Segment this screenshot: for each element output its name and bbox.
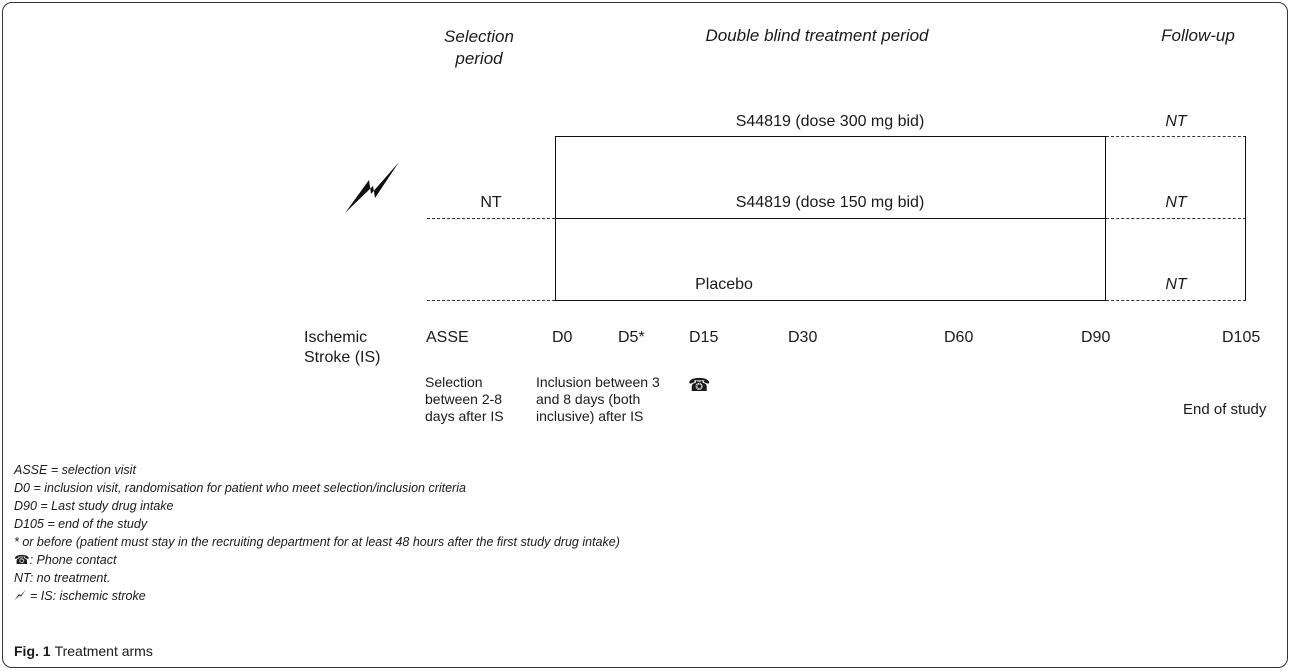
caption-label: Fig. 1 — [14, 643, 51, 659]
followup-dashed-line-bottom — [1106, 300, 1246, 301]
timeline-label-d105: D105 — [1222, 329, 1261, 346]
header-followup-period: Follow-up — [1161, 26, 1235, 45]
lightning-bolt-icon — [345, 162, 399, 213]
arm-divider-line — [555, 218, 1106, 219]
timeline-label-d5: D5* — [618, 329, 645, 346]
followup-dashed-line-mid — [1106, 218, 1246, 219]
nt-followup-150mg: NT — [1165, 194, 1187, 211]
end-of-study-note: End of study — [1183, 401, 1267, 418]
selection-dashed-line-bottom — [427, 300, 555, 301]
timeline-label-d90: D90 — [1081, 329, 1111, 346]
nt-followup-300mg: NT — [1165, 113, 1187, 130]
header-selection-period: Selection period — [444, 27, 514, 68]
phone-icon: ☎ — [688, 375, 711, 395]
legend-phone-text: : Phone contact — [29, 553, 117, 567]
inclusion-note: Inclusion between 3 and 8 days (both inc… — [536, 374, 660, 424]
legend-phone-row: ☎: Phone contact — [14, 552, 116, 569]
phone-icon: ☎ — [14, 553, 30, 567]
followup-end-line — [1245, 136, 1246, 301]
timeline-label-d15: D15 — [689, 329, 719, 346]
timeline-label-d30: D30 — [788, 329, 818, 346]
timeline-event-label: Ischemic Stroke (IS) — [304, 329, 381, 366]
timeline-label-asse: ASSE — [426, 329, 469, 346]
caption-text: Treatment arms — [54, 643, 153, 659]
lightning-bolt-icon — [14, 589, 26, 601]
arm-label-150mg: S44819 (dose 150 mg bid) — [735, 194, 925, 211]
legend-d105: D105 = end of the study — [14, 517, 148, 531]
legend-stroke-row: = IS: ischemic stroke — [14, 588, 146, 605]
selection-note: Selection between 2-8 days after IS — [425, 374, 504, 424]
legend-d0: D0 = inclusion visit, randomisation for … — [14, 481, 466, 495]
legend-asse: ASSE = selection visit — [14, 463, 136, 477]
timeline-label-d60: D60 — [944, 329, 974, 346]
legend-asterisk: * or before (patient must stay in the re… — [14, 535, 620, 549]
legend-d90: D90 = Last study drug intake — [14, 499, 174, 513]
nt-selection-label: NT — [480, 194, 502, 211]
selection-dashed-line-mid — [427, 218, 555, 219]
header-treatment-period: Double blind treatment period — [705, 26, 929, 45]
arm-label-placebo: Placebo — [695, 276, 753, 293]
figure-caption: Fig. 1 Treatment arms — [14, 643, 153, 659]
timeline-label-d0: D0 — [552, 329, 573, 346]
legend-nt: NT: no treatment. — [14, 571, 111, 585]
arm-label-300mg: S44819 (dose 300 mg bid) — [735, 113, 925, 130]
followup-dashed-line-top — [1106, 136, 1246, 137]
legend-stroke-text: = IS: ischemic stroke — [30, 589, 146, 603]
nt-followup-placebo: NT — [1165, 276, 1187, 293]
